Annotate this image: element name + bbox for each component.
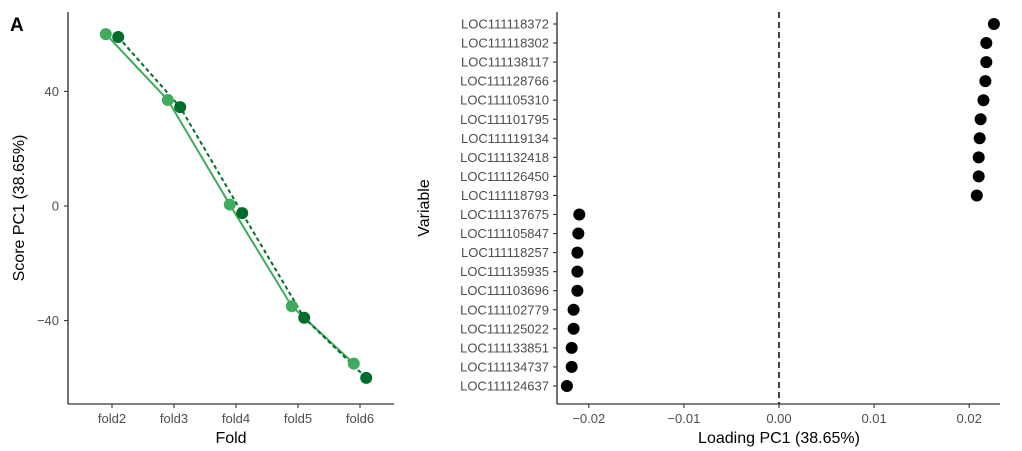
variable-label: LOC111138117: [461, 55, 549, 70]
dashed-series-point: [298, 311, 311, 324]
loading-point: [987, 18, 1000, 30]
variable-label: LOC111133851: [460, 340, 549, 355]
score-line-chart: 40 0 −40 fold2 fold3 fold4 fold5 fold6 Fold Sco…: [11, 12, 394, 447]
variable-label: LOC111118302: [461, 36, 549, 51]
right-plot-area: [560, 12, 1000, 404]
right-x-axis-title: Loading PC1 (38.65%): [698, 430, 860, 447]
variable-label: LOC111137675: [460, 207, 549, 222]
loading-point: [977, 94, 990, 107]
loading-point: [979, 75, 992, 88]
variable-label: LOC111101795: [460, 112, 549, 127]
variable-label: LOC111118793: [461, 188, 549, 203]
right-x-tick-label: −0.02: [572, 411, 605, 426]
loading-point: [972, 170, 985, 183]
loading-point: [573, 208, 586, 221]
right-x-tick-label: 0.00: [766, 411, 791, 426]
variable-label: LOC111102779: [460, 302, 549, 317]
loading-point: [571, 265, 584, 278]
loading-point: [565, 360, 578, 373]
loading-point: [980, 56, 993, 69]
right-x-tick-label: 0.02: [957, 411, 982, 426]
right-y-axis-title: Variable: [416, 179, 433, 237]
right-x-tick-label: −0.01: [667, 411, 700, 426]
loading-point: [974, 113, 987, 126]
variable-label: LOC111103696: [460, 283, 549, 298]
variable-label: LOC111118372: [461, 17, 549, 32]
solid-series-point: [99, 28, 112, 41]
right-x-tick-label: 0.01: [861, 411, 886, 426]
right-axis-ticks: −0.02 −0.01 0.00 0.01 0.02 LOC111118372 LOC111…: [460, 17, 982, 427]
loading-point: [565, 341, 578, 354]
loading-point: [972, 151, 985, 164]
dashed-series-point: [112, 30, 125, 43]
variable-label: LOC111126450: [460, 169, 549, 184]
variable-label: LOC111134737: [460, 359, 549, 374]
variable-label: LOC111119134: [461, 131, 549, 146]
left-x-tick-label: fold2: [98, 411, 126, 426]
loading-point: [973, 132, 986, 145]
loading-point: [567, 322, 580, 335]
loading-point: [572, 227, 585, 240]
variable-label: LOC111105310: [460, 93, 549, 108]
solid-series-point: [161, 93, 174, 106]
loading-point: [567, 303, 580, 316]
variable-label: LOC111124637: [460, 378, 549, 393]
variable-label: LOC111118257: [461, 245, 549, 260]
dashed-series-line: [117, 36, 367, 379]
left-plot-area: [99, 28, 373, 384]
left-y-tick-label: 0: [52, 199, 59, 214]
loading-point: [571, 284, 584, 297]
left-y-tick-label: 40: [45, 84, 59, 99]
left-x-tick-label: fold3: [160, 411, 188, 426]
loading-point: [970, 189, 983, 202]
left-x-axis-title: Fold: [215, 430, 246, 447]
variable-label: LOC111105847: [460, 226, 549, 241]
dashed-series-point: [360, 371, 373, 384]
variable-label: LOC111128766: [460, 74, 549, 89]
left-x-tick-label: fold5: [284, 411, 312, 426]
loading-point: [571, 246, 584, 259]
loading-dot-plot: −0.02 −0.01 0.00 0.01 0.02 LOC111118372 LOC111…: [416, 12, 1000, 447]
variable-label: LOC111132418: [460, 150, 549, 165]
solid-series-point: [347, 357, 360, 370]
solid-series-point: [223, 198, 236, 211]
left-x-tick-label: fold4: [222, 411, 250, 426]
dashed-series-point: [236, 207, 249, 220]
variable-label: LOC111125022: [460, 321, 549, 336]
left-y-tick-label: −40: [37, 313, 59, 328]
variable-label: LOC111135935: [460, 264, 549, 279]
left-axis-ticks: 40 0 −40 fold2 fold3 fold4 fold5 fold6: [37, 84, 374, 426]
loading-point: [980, 37, 993, 50]
left-y-axis-title: Score PC1 (38.65%): [11, 135, 28, 282]
solid-series-point: [285, 300, 298, 313]
dashed-series-point: [174, 101, 187, 114]
left-x-tick-label: fold6: [346, 411, 374, 426]
panel-label: A: [10, 15, 24, 36]
loading-point: [560, 379, 573, 392]
